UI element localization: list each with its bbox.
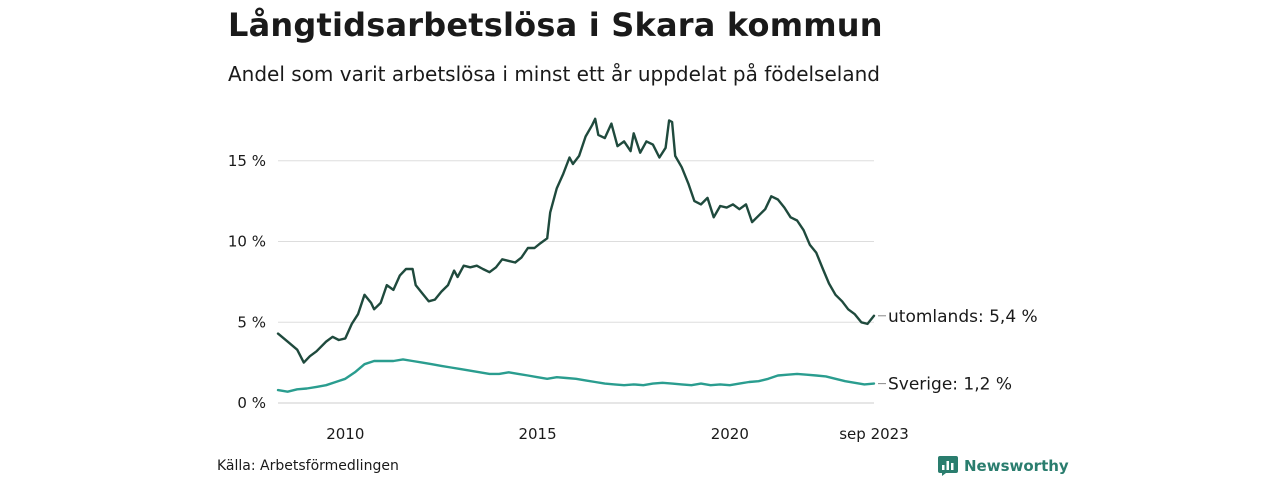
grid-lines bbox=[278, 160, 874, 404]
source-note: Källa: Arbetsförmedlingen bbox=[217, 458, 399, 474]
brand-logo[interactable]: Newsworthy bbox=[938, 456, 1069, 476]
y-tick-label: 10 % bbox=[228, 233, 266, 251]
x-tick-label: 2020 bbox=[711, 425, 749, 443]
chart-title: Långtidsarbetslösa i Skara kommun bbox=[228, 6, 883, 44]
brand-name: Newsworthy bbox=[964, 457, 1069, 475]
y-axis: 0 % 5 % 10 % 15 % bbox=[228, 152, 266, 412]
newsworthy-icon bbox=[938, 456, 958, 476]
y-tick-label: 5 % bbox=[237, 313, 266, 331]
series-line-sverige bbox=[276, 358, 876, 393]
x-tick-label: sep 2023 bbox=[839, 425, 909, 443]
y-tick-label: 0 % bbox=[237, 394, 266, 412]
x-tick-label: 2015 bbox=[518, 425, 556, 443]
series-lines bbox=[276, 117, 876, 393]
series-end-label-sverige: Sverige: 1,2 % bbox=[888, 375, 1012, 395]
x-axis: 2010 2015 2020 sep 2023 bbox=[326, 425, 909, 443]
y-tick-label: 15 % bbox=[228, 152, 266, 170]
series-line-utomlands bbox=[276, 117, 876, 364]
chart-subtitle: Andel som varit arbetslösa i minst ett å… bbox=[228, 62, 880, 86]
series-labels: utomlands: 5,4 % Sverige: 1,2 % bbox=[878, 307, 1038, 395]
x-tick-label: 2010 bbox=[326, 425, 364, 443]
series-end-label-utomlands: utomlands: 5,4 % bbox=[888, 307, 1038, 327]
